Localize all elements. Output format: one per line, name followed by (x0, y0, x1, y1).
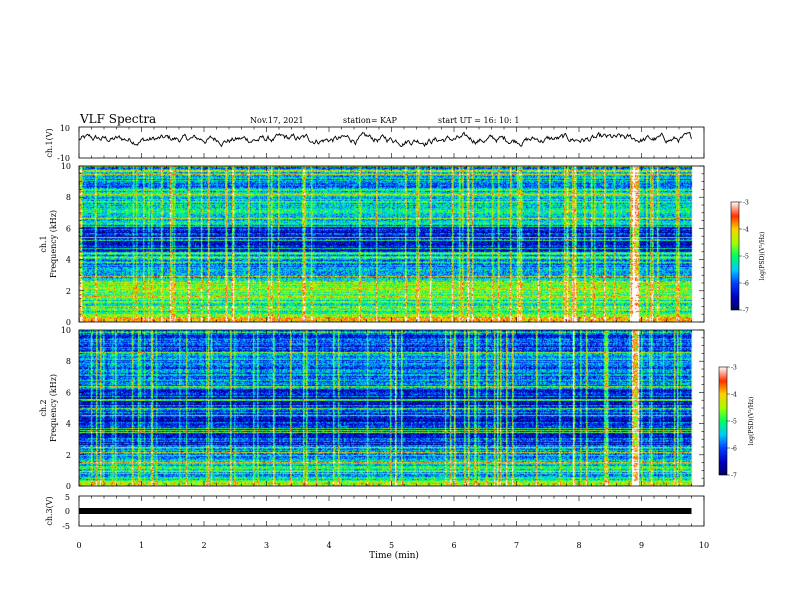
frequency-tick-label: 8 (66, 357, 71, 366)
date-label: Nov.17, 2021 (250, 116, 304, 125)
ch1-waveform-line (78, 131, 692, 148)
time-tick-label: 9 (639, 541, 644, 550)
ch1-ymin-label: -10 (57, 154, 70, 163)
time-axis-label: Time (min) (369, 550, 419, 561)
frequency-tick-label: 10 (61, 162, 71, 171)
time-tick-label: 5 (389, 541, 394, 550)
ch2-colorbar: -3 -4 -5 -6 -7 log(PSD)(V²/Hz) (718, 365, 755, 480)
ch1-colorbar-label: log(PSD)(V²/Hz) (759, 232, 766, 281)
ch1-ymax-label: 10 (60, 124, 70, 133)
colorbar-tick-label: -5 (731, 419, 737, 426)
frequency-tick-label: 2 (66, 287, 71, 296)
frequency-tick-label: 10 (61, 326, 71, 335)
ch2-spectrogram-ylabel: Frequency (kHz) (49, 374, 58, 442)
figure-title: VLF Spectra (79, 112, 156, 126)
ch3-waveform-panel: 5 0 -5 ch.3(V) (45, 493, 705, 531)
frequency-tick-label: 0 (66, 482, 71, 491)
ch3-ymax-label: 5 (65, 493, 70, 502)
frequency-tick-label: 2 (66, 451, 71, 460)
ch2-colorbar-label: log(PSD)(V²/Hz) (748, 397, 755, 446)
time-tick-label: 8 (576, 541, 581, 550)
frequency-tick-label: 6 (66, 224, 71, 233)
ch2-spectrogram-panel: 0 2 4 6 8 10 ch.2 Frequency (kHz) (39, 326, 705, 491)
start-time-label: start UT = 16: 10: 1 (438, 116, 519, 125)
colorbar-tick-label: -6 (731, 446, 737, 453)
time-tick-label: 2 (201, 541, 206, 550)
ch1-spectrogram-panel: 0 2 4 6 8 10 ch.1 Frequency (kHz) (39, 162, 705, 327)
ch3-ymin-label: -5 (62, 522, 70, 531)
frequency-tick-label: 4 (66, 420, 71, 429)
ch2-frequency-ticks: 0 2 4 6 8 10 (61, 326, 704, 491)
time-tick-label: 1 (139, 541, 144, 550)
ch1-colorbar-gradient (730, 201, 740, 311)
ch2-spectrogram-channel-label: ch.2 (39, 399, 48, 416)
frequency-tick-label: 8 (66, 193, 71, 202)
time-tick-label: 6 (451, 541, 456, 550)
time-tick-label: 3 (264, 541, 269, 550)
ch1-spectrogram-ylabel: Frequency (kHz) (49, 210, 58, 278)
ch3-waveform-ylabel: ch.3(V) (45, 496, 54, 525)
ch2-spectrogram-image (79, 330, 704, 486)
time-axis-tick-labels: 0 1 2 3 4 5 6 7 8 9 10 (76, 541, 709, 550)
time-axis-ticks (78, 127, 705, 526)
colorbar-tick-label: -5 (743, 254, 749, 261)
colorbar-tick-label: -3 (743, 200, 749, 207)
colorbar-tick-label: -4 (731, 392, 737, 399)
ch1-waveform-ylabel: ch.1(V) (45, 128, 54, 157)
ch3-waveform-band (79, 508, 692, 514)
ch3-yzero-label: 0 (65, 507, 70, 516)
frequency-tick-label: 6 (66, 388, 71, 397)
frequency-tick-label: 0 (66, 318, 71, 327)
colorbar-tick-label: -4 (743, 227, 749, 234)
ch2-colorbar-ticks: -3 -4 -5 -6 -7 (727, 365, 737, 480)
colorbar-tick-label: -6 (743, 281, 749, 288)
time-tick-label: 4 (326, 541, 331, 550)
ch1-colorbar: -3 -4 -5 -6 -7 log(PSD)(V²/Hz) (730, 200, 766, 315)
ch2-colorbar-gradient (718, 366, 728, 476)
ch1-colorbar-ticks: -3 -4 -5 -6 -7 (739, 200, 749, 315)
ch1-frequency-ticks: 0 2 4 6 8 10 (61, 162, 704, 327)
colorbar-tick-label: -7 (743, 308, 749, 315)
frequency-tick-label: 4 (66, 256, 71, 265)
station-label: station= KAP (343, 116, 398, 125)
colorbar-tick-label: -7 (731, 473, 737, 480)
colorbar-tick-label: -3 (731, 365, 737, 372)
ch1-waveform-panel: 10 -10 ch.1(V) (45, 124, 705, 163)
ch1-spectrogram-channel-label: ch.1 (39, 235, 48, 252)
time-tick-label: 0 (76, 541, 81, 550)
time-tick-label: 7 (514, 541, 519, 550)
ch1-spectrogram-image (79, 166, 704, 322)
time-tick-label: 10 (699, 541, 709, 550)
